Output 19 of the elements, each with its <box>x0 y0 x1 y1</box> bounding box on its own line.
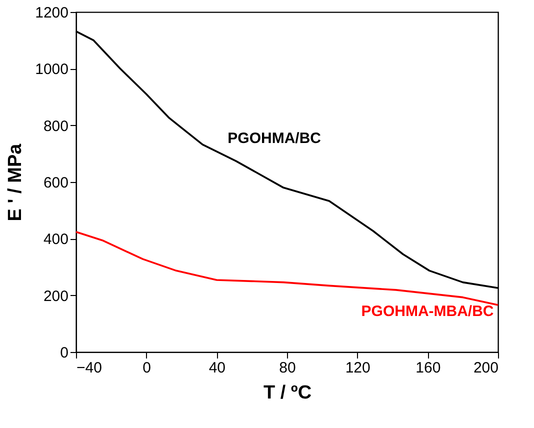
x-tick-label: 40 <box>208 360 226 376</box>
x-tick-label: 160 <box>416 360 441 376</box>
x-axis-title: T / ºC <box>263 382 312 404</box>
y-tick-label: 0 <box>60 344 68 362</box>
y-tick-label: 1000 <box>35 61 68 78</box>
x-tick-label: −40 <box>76 360 102 376</box>
series-label: PGOHMA/BC <box>228 130 322 147</box>
x-tick-label: 0 <box>142 360 152 376</box>
y-tick-label: 200 <box>43 288 68 305</box>
y-tick-label: 800 <box>43 118 68 135</box>
y-tick-label: 400 <box>43 231 68 248</box>
x-tick-label: 200 <box>473 360 498 376</box>
x-tick-label: 120 <box>345 360 370 376</box>
y-tick-label: 600 <box>43 174 68 192</box>
line-series <box>75 230 499 306</box>
y-axis-title: E ' / MPa <box>5 143 26 222</box>
y-tick-label: 1200 <box>35 4 68 22</box>
x-tick-label: 80 <box>279 360 296 376</box>
series-label: PGOHMA-MBA/BC <box>361 303 494 320</box>
